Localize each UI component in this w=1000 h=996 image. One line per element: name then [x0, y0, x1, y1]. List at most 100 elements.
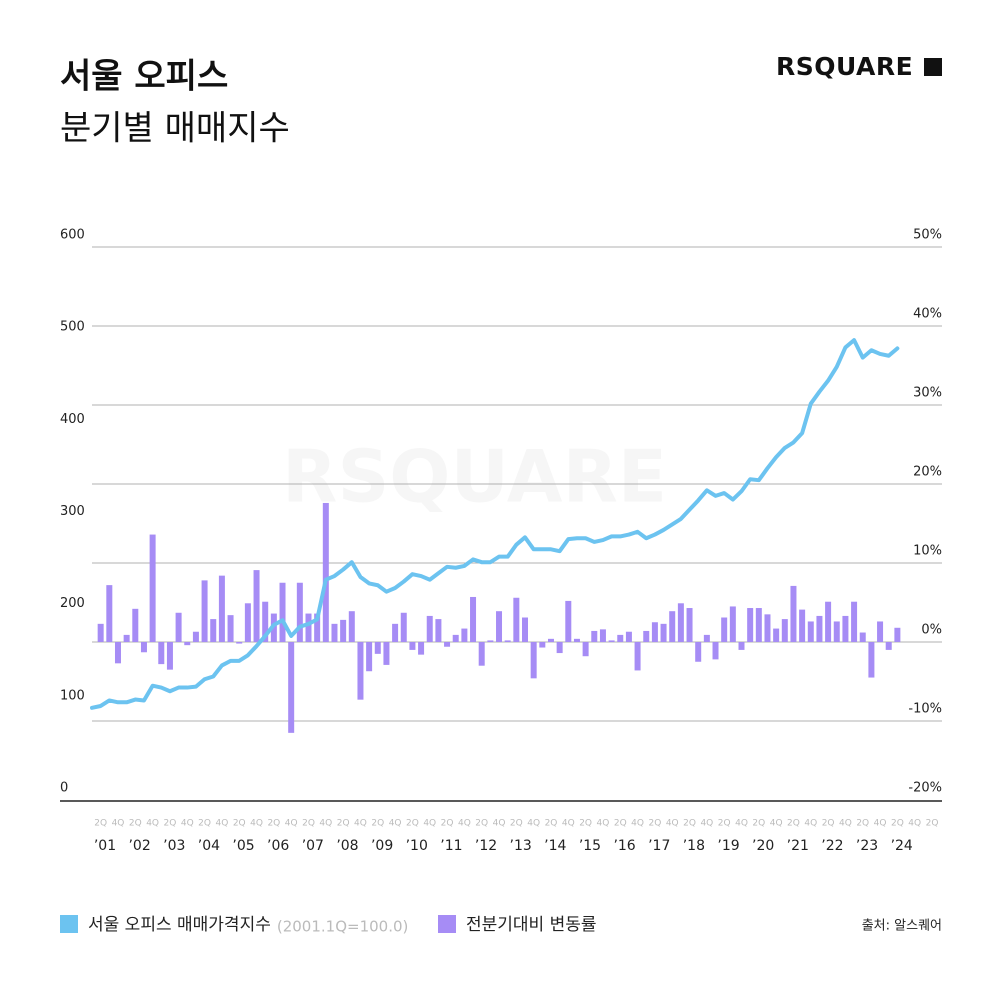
year-label: ’11: [440, 838, 462, 854]
x-tick-label: 4Q: [666, 819, 679, 829]
bar: [625, 631, 632, 642]
x-tick-label: 4Q: [631, 819, 644, 829]
x-tick-label: 4Q: [804, 819, 817, 829]
bar: [305, 613, 312, 642]
bar: [799, 609, 806, 642]
bar: [288, 642, 295, 733]
bar: [894, 627, 901, 642]
bar: [114, 642, 121, 664]
year-label: ’08: [336, 838, 358, 854]
bar: [496, 611, 503, 642]
x-tick-label: 2Q: [822, 819, 835, 829]
year-label: ’04: [198, 838, 220, 854]
x-tick-label: 4Q: [458, 819, 471, 829]
bar: [236, 642, 243, 644]
x-tick-label: 2Q: [718, 819, 731, 829]
bar: [677, 603, 684, 642]
legend-note: (2001.1Q=100.0): [277, 918, 409, 936]
x-tick-label: 4Q: [423, 819, 436, 829]
year-label: ’07: [302, 838, 324, 854]
bar: [573, 638, 580, 642]
x-tick-label: 2Q: [371, 819, 384, 829]
y2-tick-label: -20%: [908, 781, 942, 796]
bar: [383, 642, 390, 665]
watermark: RSQUARE: [282, 435, 667, 519]
x-tick-label: 2Q: [683, 819, 696, 829]
bar: [201, 580, 208, 642]
x-tick-label: 4Q: [700, 819, 713, 829]
x-tick-label: 4Q: [319, 819, 332, 829]
bar: [97, 623, 104, 642]
bar: [357, 642, 364, 700]
y2-tick-label: 20%: [913, 465, 942, 480]
x-tick-label: 2Q: [406, 819, 419, 829]
year-label: ’18: [683, 838, 705, 854]
bar: [140, 642, 147, 653]
bar: [738, 642, 745, 650]
bar: [807, 621, 814, 642]
bar: [262, 601, 269, 642]
x-tick-label: 4Q: [215, 819, 228, 829]
x-tick-label: 2Q: [648, 819, 661, 829]
bar: [478, 642, 485, 666]
bar: [608, 640, 615, 642]
bar: [166, 642, 173, 670]
bar: [634, 642, 641, 671]
bar: [218, 575, 225, 642]
x-tick-label: 2Q: [856, 819, 869, 829]
year-label: ’19: [717, 838, 739, 854]
year-label: ’21: [787, 838, 809, 854]
bar: [660, 623, 667, 642]
bar: [392, 623, 399, 642]
y2-tick-label: 40%: [913, 307, 942, 322]
year-label: ’17: [648, 838, 670, 854]
bar: [868, 642, 875, 678]
bar: [400, 612, 407, 642]
x-tick-label: 2Q: [891, 819, 904, 829]
bar: [885, 642, 892, 650]
chart-title: 서울 오피스: [60, 57, 228, 97]
bar: [721, 617, 728, 642]
year-label: ’23: [856, 838, 878, 854]
year-label: ’14: [544, 838, 566, 854]
x-tick-label: 4Q: [112, 819, 125, 829]
x-tick-label: 2Q: [337, 819, 350, 829]
bar: [331, 623, 338, 642]
x-tick-label: 2Q: [545, 819, 558, 829]
x-tick-label: 4Q: [839, 819, 852, 829]
bar: [764, 614, 771, 642]
x-tick-label: 4Q: [562, 819, 575, 829]
x-tick-label: 2Q: [94, 819, 107, 829]
bar: [547, 638, 554, 642]
legend-label: 전분기대비 변동률: [466, 915, 597, 935]
x-tick-label: 4Q: [389, 819, 402, 829]
bar: [591, 630, 598, 642]
bar: [669, 611, 676, 642]
logo: RSQUARE: [776, 52, 913, 81]
bar: [522, 617, 528, 642]
bar: [374, 642, 381, 654]
y-tick-label: 600: [60, 228, 85, 243]
bar: [729, 606, 736, 642]
x-tick-label: 2Q: [475, 819, 488, 829]
x-tick-label: 4Q: [250, 819, 263, 829]
year-label: ’24: [891, 838, 913, 854]
x-tick-label: 2Q: [198, 819, 211, 829]
x-tick-label: 2Q: [267, 819, 280, 829]
bar: [859, 632, 866, 642]
year-label: ’02: [128, 838, 150, 854]
y-tick-label: 500: [60, 320, 85, 335]
bar: [712, 642, 719, 660]
y2-tick-label: -10%: [908, 702, 942, 717]
year-label: ’10: [406, 838, 428, 854]
y-tick-label: 300: [60, 504, 85, 519]
chart-subtitle: 분기별 매매지수: [60, 109, 290, 149]
bar: [210, 619, 217, 642]
y2-tick-label: 30%: [913, 386, 942, 401]
x-tick-label: 4Q: [597, 819, 610, 829]
bar: [582, 642, 589, 657]
bar: [556, 642, 563, 654]
bar: [279, 582, 286, 642]
bar: [314, 613, 321, 642]
source: 출처: 알스퀘어: [862, 919, 942, 934]
